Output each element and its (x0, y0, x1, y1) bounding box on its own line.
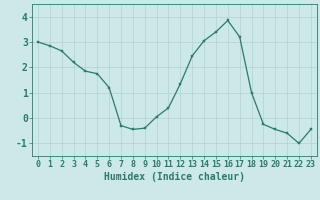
X-axis label: Humidex (Indice chaleur): Humidex (Indice chaleur) (104, 172, 245, 182)
